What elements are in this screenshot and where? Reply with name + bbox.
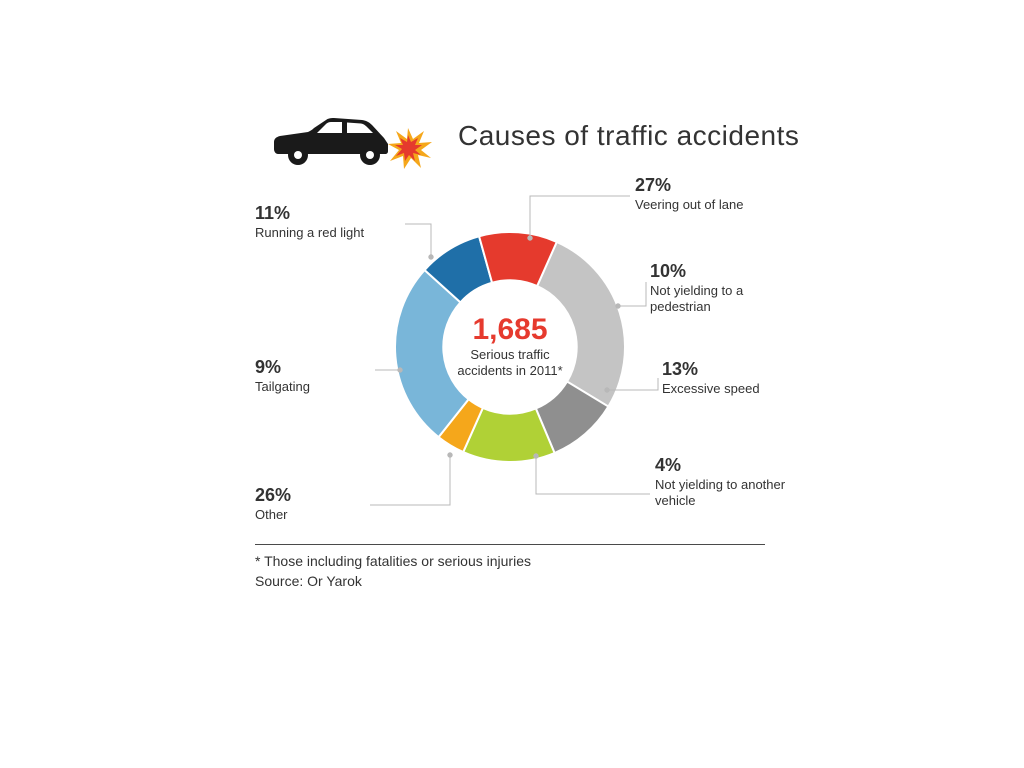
leader-dot <box>448 453 452 457</box>
label-text: Not yielding to a pedestrian <box>650 283 743 314</box>
label-pct: 27% <box>635 174 805 197</box>
label-text: Running a red light <box>255 225 364 240</box>
label-vehicle: 4%Not yielding to another vehicle <box>655 454 795 509</box>
leader-dot <box>398 368 402 372</box>
label-pct: 9% <box>255 356 375 379</box>
leader-line <box>530 196 630 238</box>
footnote-line2: Source: Or Yarok <box>255 573 362 589</box>
label-speed: 13%Excessive speed <box>662 358 812 397</box>
label-text: Other <box>255 507 288 522</box>
label-redlight: 11%Running a red light <box>255 202 405 241</box>
label-text: Not yielding to another vehicle <box>655 477 785 508</box>
label-pct: 26% <box>255 484 375 507</box>
label-tailgating: 9%Tailgating <box>255 356 375 395</box>
label-other: 26%Other <box>255 484 375 523</box>
leader-dot <box>534 454 538 458</box>
label-veering: 27%Veering out of lane <box>635 174 805 213</box>
infographic-container: Causes of traffic accidents 1,685 Seriou… <box>200 100 820 600</box>
label-pct: 10% <box>650 260 790 283</box>
leader-line <box>618 282 646 306</box>
leader-dot <box>528 236 532 240</box>
leader-dot <box>605 388 609 392</box>
leader-line <box>536 456 650 494</box>
footnote-line1: * Those including fatalities or serious … <box>255 553 531 569</box>
leader-line <box>370 455 450 505</box>
leader-dot <box>429 255 433 259</box>
label-text: Veering out of lane <box>635 197 743 212</box>
label-text: Excessive speed <box>662 381 760 396</box>
leader-line <box>405 224 431 257</box>
leader-line <box>607 378 658 390</box>
label-pct: 13% <box>662 358 812 381</box>
label-pct: 11% <box>255 202 405 225</box>
label-pedestrian: 10%Not yielding to a pedestrian <box>650 260 790 315</box>
label-text: Tailgating <box>255 379 310 394</box>
footnote: * Those including fatalities or serious … <box>255 552 531 591</box>
footnote-rule <box>255 544 765 545</box>
label-pct: 4% <box>655 454 795 477</box>
leader-dot <box>616 304 620 308</box>
